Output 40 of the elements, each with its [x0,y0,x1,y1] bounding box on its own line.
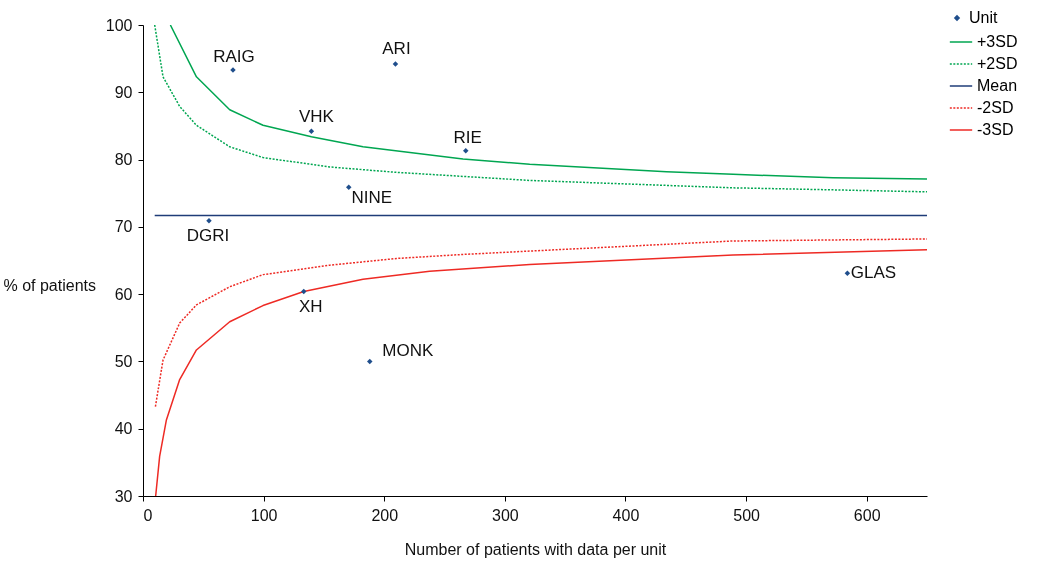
x-tick-label: 200 [371,506,399,524]
x-tick-label: 500 [733,506,761,524]
y-tick-label: 80 [114,151,133,169]
legend-label: Unit [969,9,999,26]
y-tick-label: 50 [114,352,133,370]
legend-label: -3SD [977,121,1014,138]
annotation: MONK [382,341,434,361]
point [301,288,307,295]
point [346,184,352,190]
annotation: VHK [298,107,335,127]
annotation: NINE [351,188,393,208]
annotation: RIE [453,127,482,147]
annotation: RAIG [213,47,255,67]
legend-label: +2SD [977,55,1018,72]
line-series [154,248,927,496]
x-axis-title: Number of patients with data per unit [404,540,667,558]
y-tick-label: 100 [105,16,133,34]
y-tick-label: 40 [114,420,133,438]
y-tick-label: 70 [114,218,133,236]
y-tick-label: 60 [114,285,133,303]
point [463,148,469,154]
legend-label: Mean [977,77,1018,94]
annotation: GLAS [850,263,897,283]
x-tick-label: 300 [491,506,519,524]
x-tick-label: 600 [853,506,881,524]
annotation: XH [298,297,323,317]
x-tick-label: 400 [612,506,640,524]
y-tick-label: 30 [114,487,133,505]
y-tick-label: 90 [114,83,133,101]
y-axis-title: % of patients [3,276,96,294]
x-tick-label: 0 [143,506,153,524]
point [308,128,315,135]
point [392,61,399,67]
legend-label: +3SD [977,33,1018,50]
annotation: DGRI [186,225,230,245]
point [844,270,851,277]
legend-label: -2SD [977,99,1014,116]
x-tick-label: 100 [250,506,278,524]
point [367,358,373,365]
annotation: ARI [382,39,411,59]
